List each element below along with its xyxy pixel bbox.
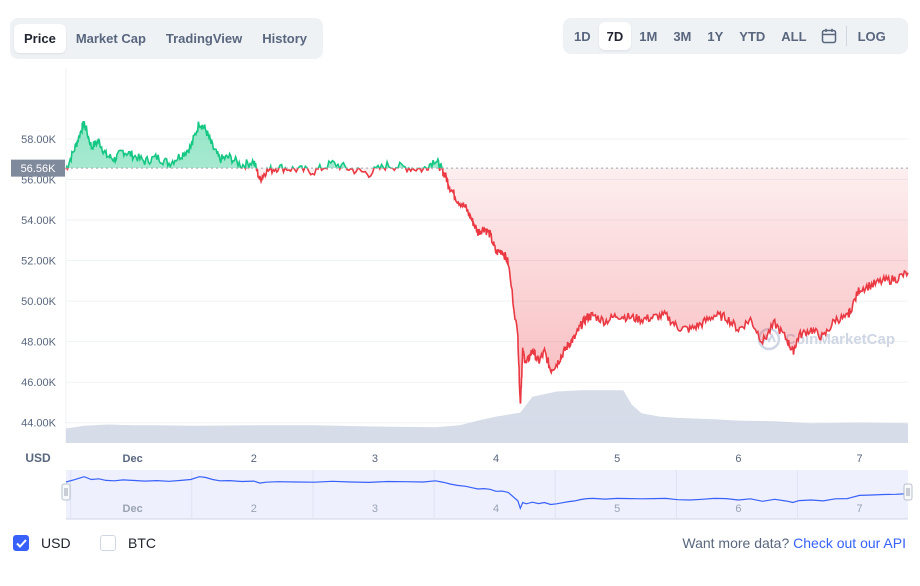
price-line-up	[65, 120, 444, 169]
chart-type-tabs: Price Market Cap TradingView History	[10, 18, 323, 59]
navigator-tick-label: 5	[614, 503, 620, 515]
range-1y-button[interactable]: 1Y	[707, 28, 724, 44]
navigator-tick-label: 2	[251, 503, 257, 515]
range-3m-button[interactable]: 3M	[673, 28, 692, 44]
range-navigator[interactable]: Dec 2 3 4 5 6 7	[61, 470, 913, 520]
navigator-tick-label: Dec	[123, 503, 143, 515]
range-divider	[845, 26, 847, 46]
price-chart: 44.00K 46.00K 48.00K 50.00K 52.00K 54.00K 56.0…	[11, 68, 913, 520]
calendar-icon	[821, 28, 836, 44]
navigator-window	[66, 470, 908, 519]
price-series	[65, 120, 909, 404]
reference-price-label: 56.56K	[21, 163, 57, 175]
y-tick-label: 48.00K	[21, 337, 57, 349]
price-line-down	[65, 168, 909, 404]
chart-footer: USD BTC Want more data? Check out our AP…	[0, 530, 920, 560]
navigator-tick-label: 3	[372, 503, 378, 515]
volume-fill	[66, 390, 908, 443]
btc-checkbox-label: BTC	[128, 535, 156, 551]
x-tick-label: 6	[735, 453, 741, 465]
navigator-tick-label: 7	[856, 503, 862, 515]
more-data-text: Want more data?	[682, 535, 790, 551]
x-tick-label: 5	[614, 453, 620, 465]
reference-price-badge: 56.56K	[11, 159, 65, 177]
navigator-right-handle[interactable]	[903, 483, 913, 501]
x-tick-label: 3	[372, 453, 378, 465]
range-1d-button[interactable]: 1D	[574, 28, 591, 44]
usd-checkbox[interactable]	[13, 535, 29, 551]
x-axis-ticks: Dec 2 3 4 5 6 7	[123, 453, 863, 465]
btc-checkbox[interactable]	[100, 535, 116, 551]
more-data-prompt: Want more data? Check out our API	[682, 535, 906, 551]
calendar-button[interactable]	[815, 22, 843, 50]
check-icon	[15, 538, 27, 548]
y-tick-label: 58.00K	[21, 134, 57, 146]
api-link[interactable]: Check out our API	[793, 535, 906, 551]
y-tick-label: 52.00K	[21, 256, 57, 268]
navigator-line	[65, 476, 909, 511]
navigator-tick-label: 4	[493, 503, 499, 515]
usd-checkbox-label: USD	[41, 535, 71, 551]
y-tick-label: 44.00K	[21, 418, 57, 430]
tab-price[interactable]: Price	[14, 24, 66, 53]
range-7d-button[interactable]: 7D	[598, 22, 632, 50]
tab-history[interactable]: History	[262, 31, 308, 46]
y-tick-label: 54.00K	[21, 215, 57, 227]
x-tick-label: 4	[493, 453, 499, 465]
volume-area	[66, 390, 908, 443]
y-tick-label: 46.00K	[21, 377, 57, 389]
y-axis-ticks: 44.00K 46.00K 48.00K 50.00K 52.00K 54.00K 56.0…	[21, 134, 57, 430]
navigator-left-handle[interactable]	[61, 483, 71, 501]
range-1m-button[interactable]: 1M	[639, 28, 658, 44]
tab-tradingview[interactable]: TradingView	[165, 31, 243, 46]
range-ytd-button[interactable]: YTD	[739, 28, 766, 44]
currency-axis-label: USD	[25, 451, 51, 465]
time-range-selector: 1D 7D 1M 3M 1Y YTD ALL LOG	[563, 18, 908, 54]
range-all-button[interactable]: ALL	[781, 28, 807, 44]
y-tick-label: 50.00K	[21, 296, 57, 308]
price-area-down	[66, 168, 908, 404]
x-tick-label: Dec	[123, 453, 143, 465]
navigator-tick-label: 6	[735, 503, 741, 515]
y-tick-label: 56.00K	[21, 174, 57, 186]
log-scale-button[interactable]: LOG	[857, 28, 886, 44]
tab-market-cap[interactable]: Market Cap	[75, 31, 146, 46]
watermark-text: CoinMarketCap	[785, 331, 895, 348]
x-tick-label: 2	[251, 453, 257, 465]
x-tick-label: 7	[856, 453, 862, 465]
